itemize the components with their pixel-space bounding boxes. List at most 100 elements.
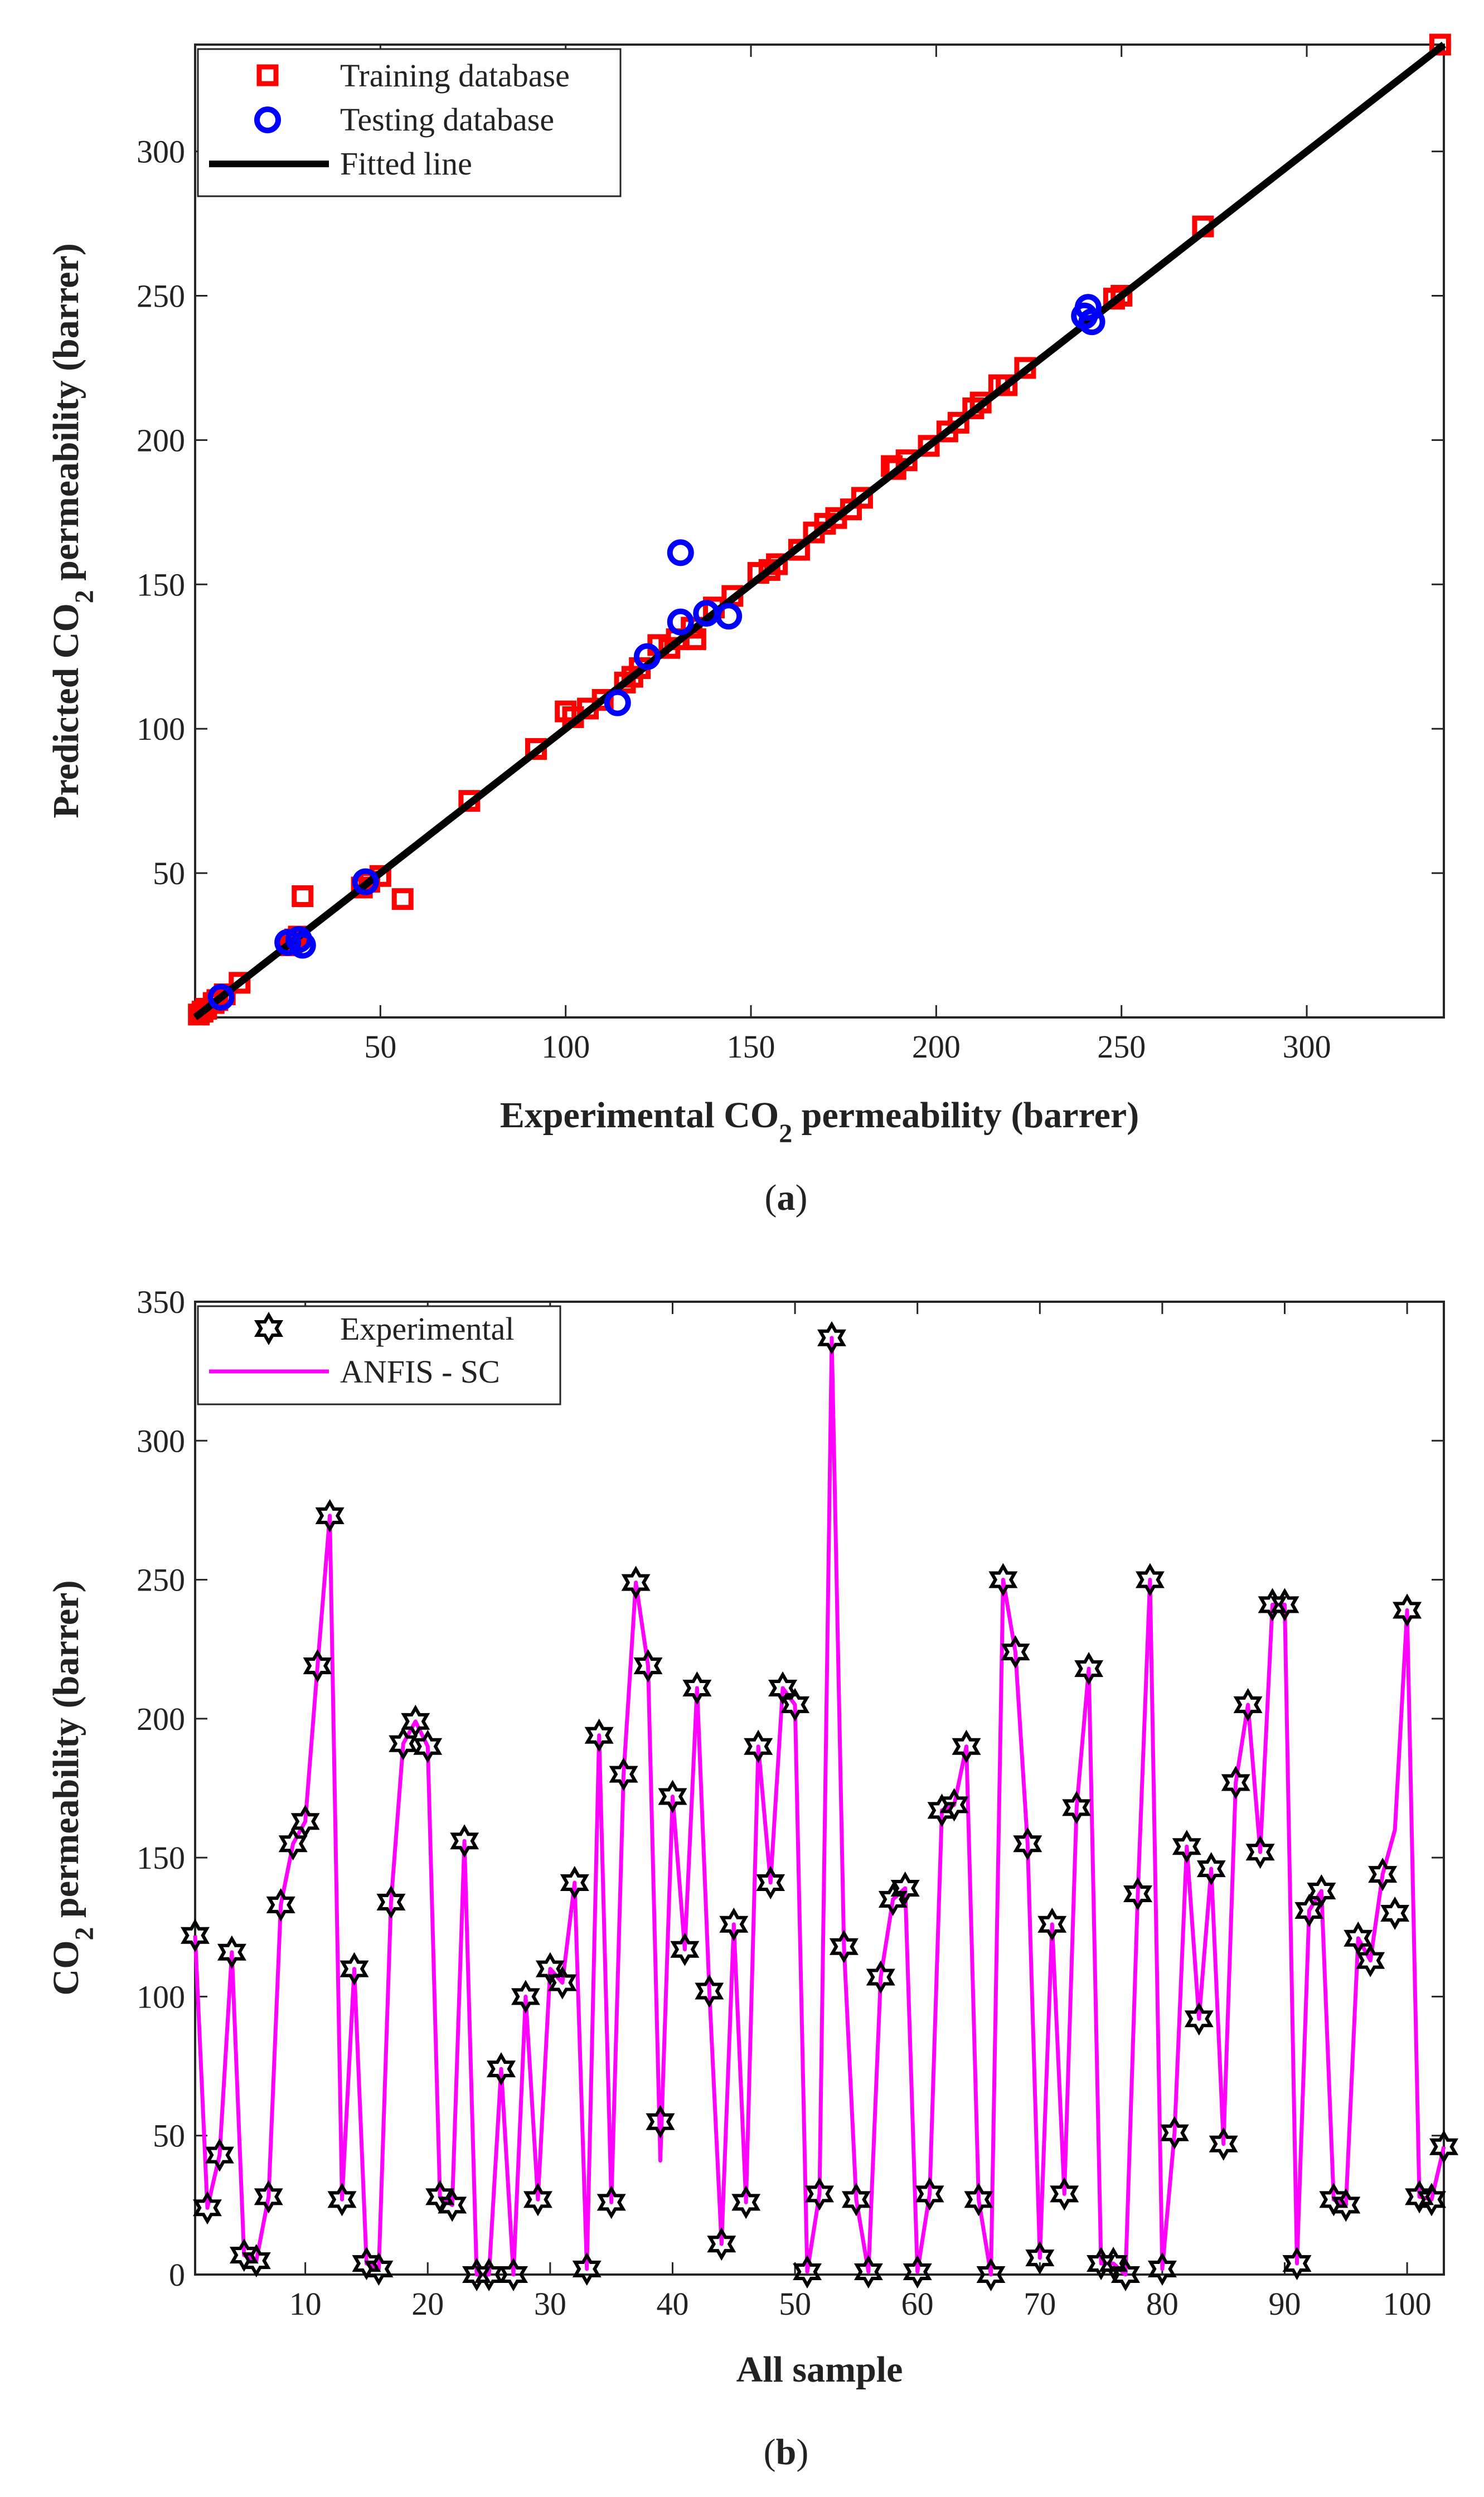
training-point — [292, 885, 314, 908]
a-ylabel-part2: permeability (barrer) — [46, 243, 86, 590]
experimental-point — [1393, 1593, 1422, 1627]
b-ytick-label: 300 — [137, 1423, 185, 1459]
panel-a-legend: Training database Testing database Fitte… — [197, 48, 622, 197]
testing-point — [633, 643, 661, 670]
experimental-point — [903, 2254, 932, 2289]
a-ytick-label: 300 — [137, 134, 185, 170]
a-xtick-label: 300 — [1283, 1029, 1331, 1065]
experimental-point — [841, 2183, 871, 2217]
experimental-point — [1417, 2183, 1446, 2217]
experimental-point — [1331, 2188, 1361, 2222]
experimental-point — [695, 1974, 724, 2008]
testing-point — [715, 603, 743, 630]
panel-a-caption: (a) — [765, 1177, 808, 1218]
experimental-point — [793, 2255, 822, 2288]
panel-b-y-axis-title: CO2 permeability (barrer) — [46, 1580, 99, 1996]
experimental-point — [853, 2255, 883, 2288]
experimental-point — [376, 1885, 406, 1919]
experimental-point — [682, 1671, 712, 1705]
a-ytick-label: 50 — [153, 855, 185, 891]
caption-a-close: ) — [796, 1177, 808, 1218]
panel-a-legend-box — [197, 48, 622, 197]
b-xtick-label: 10 — [289, 2286, 322, 2322]
experimental-point — [1196, 1852, 1226, 1886]
experimental-point — [952, 1729, 981, 1763]
b-xtick-label: 80 — [1146, 2286, 1179, 2322]
legend-training-label: Training database — [340, 57, 570, 94]
a-ylabel-part1: Predicted CO — [46, 603, 86, 818]
experimental-point — [1025, 2241, 1055, 2275]
experimental-point — [621, 1565, 651, 1599]
experimental-point — [744, 1729, 773, 1763]
experimental-point — [1037, 1907, 1067, 1941]
experimental-point — [1110, 2257, 1140, 2292]
experimental-point — [547, 1966, 577, 2000]
legend-testing-marker — [254, 106, 281, 133]
legend-experimental-marker — [254, 1311, 284, 1346]
experimental-point — [719, 1907, 749, 1941]
experimental-point — [927, 1793, 957, 1827]
training-point — [229, 972, 251, 994]
experimental-point — [866, 1960, 895, 1994]
b-xtick-label: 40 — [656, 2286, 688, 2322]
experimental-point — [1050, 2177, 1079, 2211]
experimental-point — [817, 1321, 846, 1355]
experimental-point — [241, 2244, 271, 2278]
experimental-point — [756, 1866, 785, 1899]
experimental-point — [192, 2191, 222, 2225]
experimental-point — [670, 1932, 700, 1966]
experimental-point — [340, 1952, 369, 1986]
a-ytick-label: 200 — [137, 422, 185, 458]
experimental-point — [180, 1918, 210, 1952]
experimental-point — [804, 2177, 835, 2211]
a-xtick-label: 50 — [364, 1029, 396, 1065]
a-xtick-label: 250 — [1097, 1029, 1146, 1065]
experimental-point — [1270, 1588, 1299, 1622]
experimental-point — [1307, 1874, 1336, 1908]
panel-a-x-axis-title: Experimental CO2 permeability (barrer) — [500, 1095, 1139, 1148]
experimental-point — [596, 2185, 626, 2219]
a-xlabel-part2: permeability (barrer) — [792, 1095, 1139, 1136]
training-point — [996, 374, 1018, 396]
experimental-point — [707, 2227, 736, 2261]
experimental-point — [1074, 1652, 1104, 1686]
experimental-point — [1209, 2127, 1238, 2161]
panel-b-x-axis-title: All sample — [736, 2349, 903, 2390]
legend-experimental-label: Experimental — [340, 1311, 514, 1347]
b-ytick-label: 200 — [137, 1701, 185, 1737]
experimental-point — [609, 1757, 638, 1791]
b-xtick-label: 90 — [1269, 2286, 1301, 2322]
experimental-point — [780, 1688, 810, 1722]
training-point — [391, 888, 414, 910]
b-xtick-label: 60 — [901, 2286, 934, 2322]
experimental-point — [438, 2188, 467, 2222]
caption-b-letter: b — [776, 2432, 797, 2472]
caption-a-open: ( — [765, 1177, 777, 1218]
experimental-point — [1184, 2002, 1214, 2036]
experimental-point — [1136, 1563, 1165, 1597]
a-ytick-label: 100 — [137, 711, 185, 747]
experimental-point — [450, 1824, 479, 1858]
experimental-point — [535, 1952, 565, 1986]
training-point — [851, 487, 873, 509]
testing-point — [604, 689, 631, 716]
a-ylabel-sub: 2 — [70, 590, 99, 603]
a-ytick-label: 250 — [137, 278, 185, 314]
training-point — [918, 435, 940, 457]
b-xtick-label: 70 — [1024, 2286, 1056, 2322]
experimental-point — [1368, 1858, 1398, 1892]
a-xtick-label: 150 — [727, 1029, 775, 1065]
caption-b-open: ( — [764, 2432, 776, 2472]
training-point — [766, 553, 788, 575]
panel-a-y-axis-title: Predicted CO2 permeability (barrer) — [46, 243, 99, 818]
experimental-point — [486, 2052, 516, 2086]
b-xtick-label: 100 — [1383, 2286, 1432, 2322]
experimental-point — [315, 1499, 345, 1533]
b-ytick-label: 50 — [153, 2118, 185, 2154]
experimental-point — [829, 1929, 859, 1963]
testing-point — [352, 868, 379, 895]
legend-anfis-label: ANFIS - SC — [340, 1354, 500, 1390]
b-ytick-label: 350 — [137, 1284, 185, 1320]
experimental-point — [1123, 1877, 1153, 1911]
